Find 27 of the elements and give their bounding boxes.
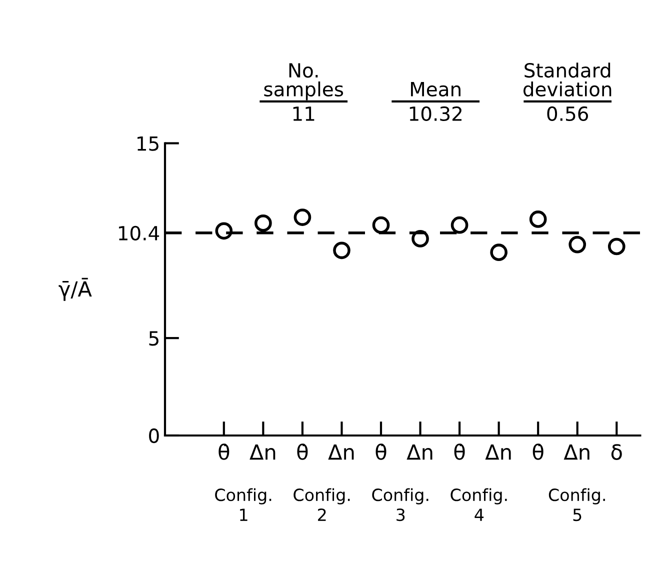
x-tick-label: Δn: [485, 444, 511, 460]
text: Config. 3: [372, 488, 428, 522]
text: Config. 1: [215, 488, 272, 521]
x-tick-label: Δn: [406, 444, 432, 460]
text: Config. 2: [294, 488, 350, 521]
y-tick-label: 15: [138, 136, 158, 151]
text: No. samples: [264, 63, 344, 100]
x-tick-label: θ̇: [297, 444, 308, 460]
x-tick-label: δ: [611, 444, 622, 460]
y-tick-label: 10.4: [118, 226, 160, 241]
text: 0.56: [547, 106, 588, 122]
y-tick-label: 0: [149, 428, 159, 444]
text: 10.32: [410, 106, 462, 122]
text: Standard deviation: [523, 62, 612, 97]
x-tick-label: Δn: [564, 444, 590, 460]
text: 11: [293, 106, 314, 121]
x-tick-label: θ̇: [218, 444, 230, 460]
x-tick-label: θ̇: [454, 444, 465, 460]
text: Mean: [411, 82, 460, 97]
x-tick-label: θ̇: [376, 444, 386, 460]
text: Config. 5: [548, 488, 605, 522]
text: Config. 4: [450, 488, 507, 521]
x-tick-label: Δn: [250, 444, 276, 460]
y-axis-title: γ̄/Ā: [58, 278, 92, 301]
y-tick-label: 5: [149, 331, 158, 346]
x-tick-label: θ̇: [532, 444, 544, 460]
x-tick-label: Δn: [328, 444, 354, 460]
